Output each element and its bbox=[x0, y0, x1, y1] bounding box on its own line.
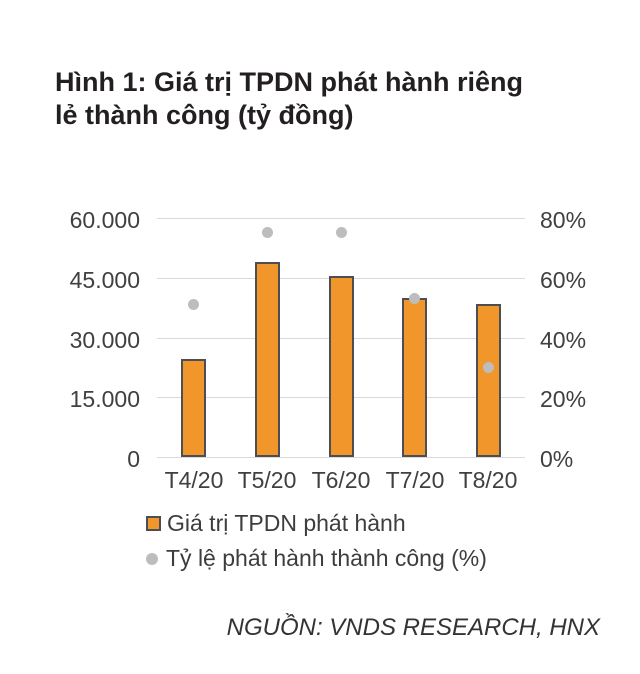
dot-T7/20 bbox=[409, 293, 420, 304]
dot-series-marker-icon bbox=[146, 552, 158, 565]
gridline bbox=[157, 457, 525, 458]
right-axis-tick: 60% bbox=[540, 266, 587, 293]
left-axis-tick: 15.000 bbox=[69, 386, 140, 413]
chart-legend: Giá trị TPDN phát hành Tỷ lệ phát hành t… bbox=[146, 506, 487, 576]
legend-label: Tỷ lệ phát hành thành công (%) bbox=[166, 545, 487, 571]
gridline bbox=[157, 218, 525, 219]
bar-T8/20 bbox=[476, 304, 501, 457]
x-axis-label: T7/20 bbox=[385, 467, 445, 493]
bar-T6/20 bbox=[329, 276, 354, 457]
dot-T5/20 bbox=[262, 227, 273, 238]
source-credit: NGUỒN: VNDS RESEARCH, HNX bbox=[226, 614, 600, 641]
x-axis-label: T4/20 bbox=[164, 467, 224, 493]
bar-chart: 60.000 80% 45.000 60% 30.000 40% 15.000 20% 0 0% T… bbox=[0, 185, 640, 500]
bar-T7/20 bbox=[402, 298, 427, 457]
x-axis-label: T6/20 bbox=[311, 467, 371, 493]
left-axis-tick: 45.000 bbox=[69, 266, 140, 293]
chart-title: Hình 1: Giá trị TPDN phát hành riêng lẻ … bbox=[55, 67, 524, 131]
right-axis-tick: 20% bbox=[540, 386, 587, 413]
left-axis-tick: 60.000 bbox=[69, 207, 140, 233]
right-axis-tick: 0% bbox=[540, 446, 574, 472]
right-axis-tick: 40% bbox=[540, 326, 587, 353]
x-axis-label: T8/20 bbox=[458, 467, 518, 493]
right-axis-tick: 80% bbox=[540, 207, 587, 233]
left-axis-tick: 30.000 bbox=[69, 326, 140, 353]
legend-item-bars: Giá trị TPDN phát hành bbox=[146, 506, 487, 541]
left-axis-tick: 0 bbox=[127, 446, 140, 472]
bar-T5/20 bbox=[255, 262, 280, 457]
x-axis-label: T5/20 bbox=[237, 467, 297, 493]
bar-T4/20 bbox=[181, 359, 206, 457]
dot-T4/20 bbox=[188, 299, 199, 310]
dot-T6/20 bbox=[336, 227, 347, 238]
bar-series-marker-icon bbox=[146, 516, 161, 531]
legend-label: Giá trị TPDN phát hành bbox=[167, 510, 406, 536]
dot-T8/20 bbox=[483, 362, 494, 373]
legend-item-dots: Tỷ lệ phát hành thành công (%) bbox=[146, 541, 487, 576]
